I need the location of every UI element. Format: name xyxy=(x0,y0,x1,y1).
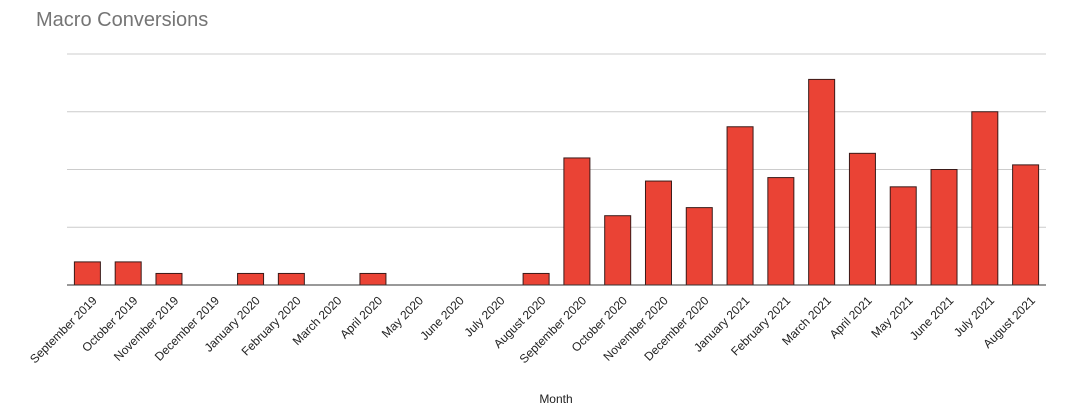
bar xyxy=(359,272,387,286)
bar xyxy=(808,78,836,286)
x-tick-label: June 2020 xyxy=(417,293,467,343)
bar xyxy=(277,272,305,286)
bar xyxy=(644,180,672,286)
chart-title: Macro Conversions xyxy=(36,9,208,31)
bar xyxy=(1012,164,1040,286)
bar xyxy=(563,157,591,286)
x-tick-label: June 2021 xyxy=(907,293,957,343)
bar xyxy=(237,272,265,286)
bar xyxy=(604,215,632,286)
bar xyxy=(522,272,550,286)
bar xyxy=(726,126,754,286)
x-axis-label: Month xyxy=(539,392,572,406)
x-tick-label: April 2021 xyxy=(827,293,875,341)
bar xyxy=(930,169,958,286)
bar xyxy=(889,186,917,286)
bar xyxy=(73,261,101,286)
bar xyxy=(685,207,713,286)
x-tick-label: September 2019 xyxy=(27,293,100,366)
x-tick-label: April 2020 xyxy=(337,293,385,341)
bar xyxy=(848,152,876,286)
bar xyxy=(767,177,795,286)
bar xyxy=(971,111,999,286)
bar xyxy=(114,261,142,286)
bar xyxy=(155,272,183,286)
